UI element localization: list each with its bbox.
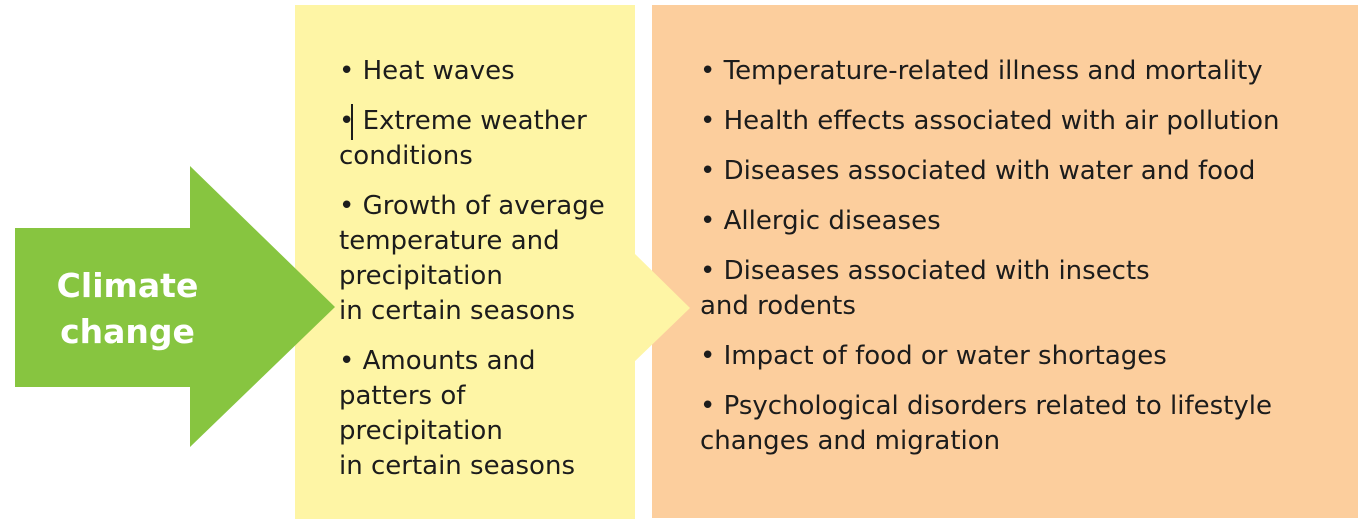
weather-item-extreme-weather: • Extreme weather conditions	[339, 106, 587, 171]
health-item-food-water-shortages: • Impact of food or water shortages	[700, 341, 1167, 371]
weather-item-precipitation-patterns: • Amounts and patters of precipitation i…	[339, 346, 575, 481]
text-cursor	[351, 104, 353, 140]
arrow-polygon	[15, 166, 335, 447]
climate-change-arrow-shape[interactable]	[0, 0, 340, 529]
health-item-water-food-diseases: • Diseases associated with water and foo…	[700, 156, 1256, 186]
weather-item-growth-temperature: • Growth of average temperature and prec…	[339, 191, 605, 326]
weather-item-heat-waves: • Heat waves	[339, 56, 515, 86]
health-item-insects-rodents: • Diseases associated with insects and r…	[700, 256, 1150, 321]
weather-effects-panel[interactable]: • Heat waves • Extreme weather condition…	[295, 5, 635, 519]
health-item-temperature-illness: • Temperature-related illness and mortal…	[700, 56, 1263, 86]
weather-to-health-chevron	[633, 252, 690, 363]
chevron-polygon	[633, 252, 690, 363]
health-effects-panel[interactable]: • Temperature-related illness and mortal…	[652, 5, 1358, 518]
health-item-air-pollution: • Health effects associated with air pol…	[700, 106, 1280, 136]
health-item-psychological-disorders: • Psychological disorders related to lif…	[700, 391, 1272, 456]
health-item-allergic-diseases: • Allergic diseases	[700, 206, 941, 236]
climate-change-label: Climate change	[56, 266, 199, 351]
